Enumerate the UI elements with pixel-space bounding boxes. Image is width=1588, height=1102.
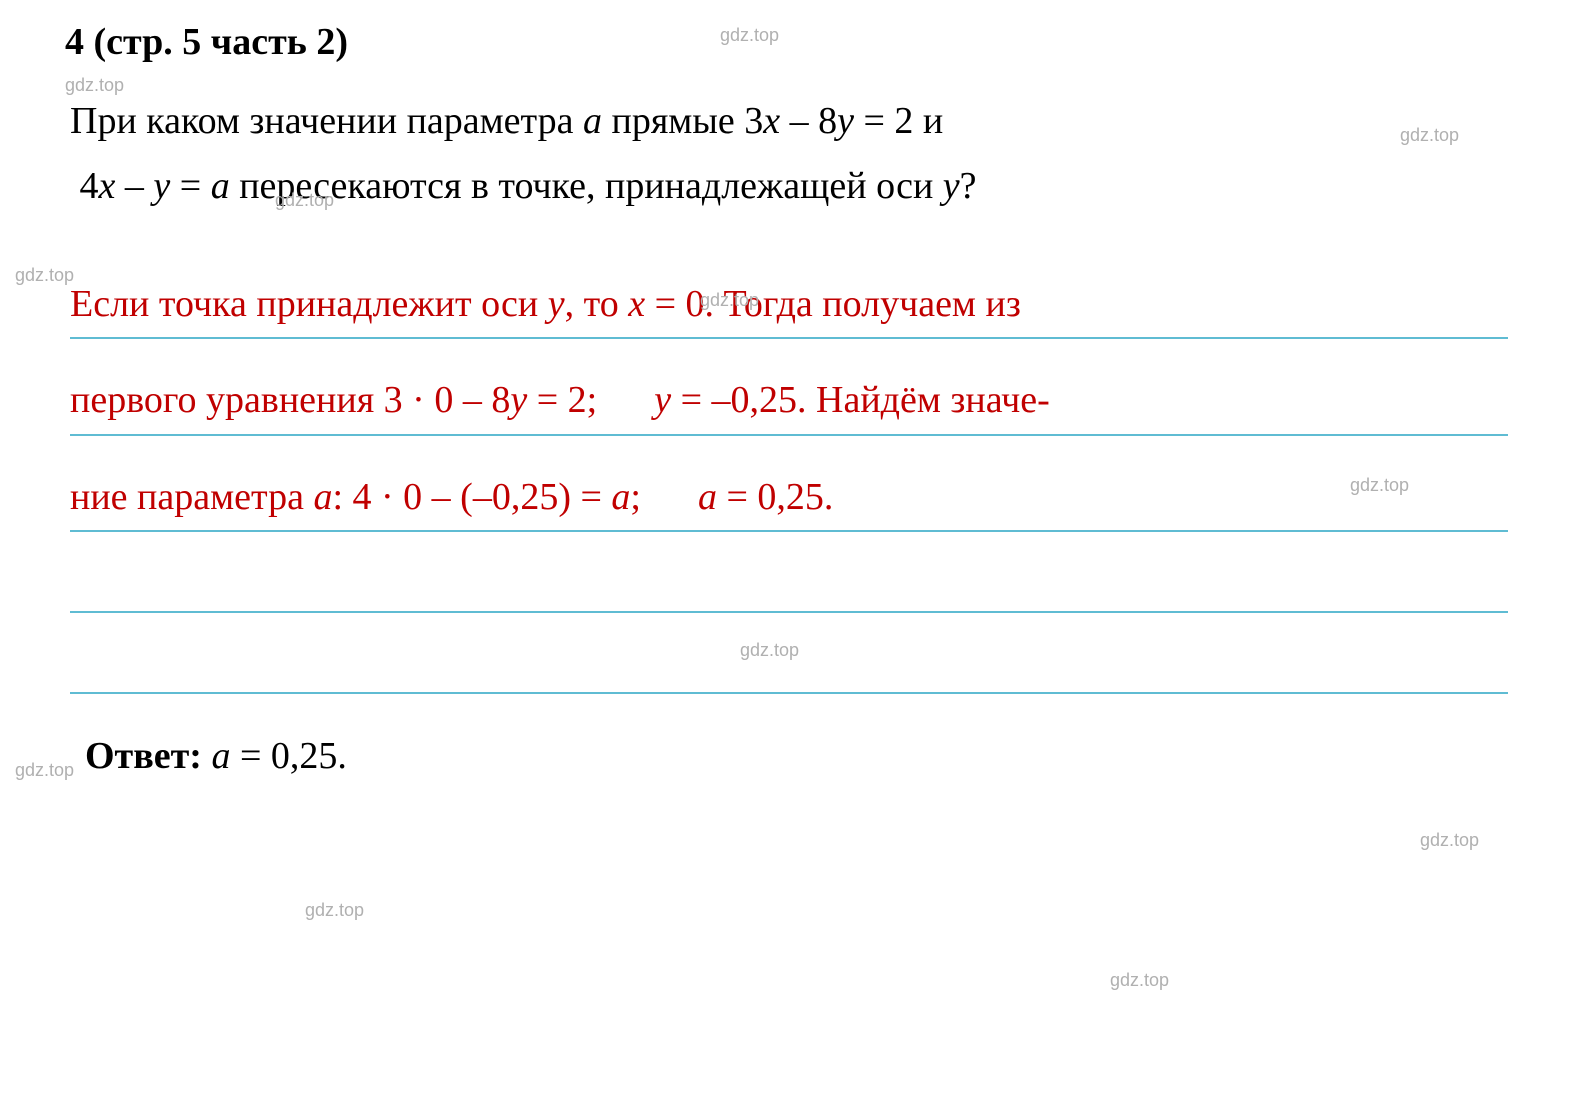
text: ? bbox=[960, 165, 977, 207]
var-a: a bbox=[611, 476, 630, 518]
text: = 0. Тогда получаем из bbox=[645, 283, 1021, 325]
text: – 8 bbox=[780, 100, 837, 142]
watermark: gdz.top bbox=[15, 760, 74, 781]
var-y: y bbox=[837, 100, 854, 142]
text: = 0,25. bbox=[230, 735, 346, 777]
empty-underline-1 bbox=[70, 567, 1508, 613]
empty-underline-2 bbox=[70, 648, 1508, 694]
var-x: x bbox=[99, 165, 116, 207]
problem-title: 4 (стр. 5 часть 2) bbox=[65, 20, 1538, 64]
var-a: a bbox=[211, 165, 230, 207]
var-y: y bbox=[654, 379, 671, 421]
watermark: gdz.top bbox=[1110, 970, 1169, 991]
watermark: gdz.top bbox=[15, 265, 74, 286]
var-a: a bbox=[211, 735, 230, 777]
watermark: gdz.top bbox=[305, 900, 364, 921]
answer-label: Ответ: bbox=[85, 735, 202, 777]
text: = 0,25. bbox=[717, 476, 833, 518]
text: , то bbox=[565, 283, 629, 325]
var-y: y bbox=[153, 165, 170, 207]
text: прямые 3 bbox=[602, 100, 763, 142]
text: – bbox=[115, 165, 153, 207]
answer: Ответ: a = 0,25. bbox=[85, 734, 1538, 778]
text: = bbox=[170, 165, 210, 207]
text: пересекаются в точке, принадлежащей оси bbox=[230, 165, 943, 207]
text bbox=[202, 735, 212, 777]
solution-block: Если точка принадлежит оси y, то x = 0. … bbox=[70, 278, 1508, 694]
text: 4 bbox=[80, 165, 99, 207]
text: При каком значении параметра bbox=[70, 100, 583, 142]
text: = 2; bbox=[527, 379, 654, 421]
solution-line-2: первого уравнения 3 · 0 – 8y = 2; y = –0… bbox=[70, 374, 1508, 435]
var-x: x bbox=[763, 100, 780, 142]
var-a: a bbox=[583, 100, 602, 142]
text: = 2 и bbox=[854, 100, 943, 142]
var-a: a bbox=[313, 476, 332, 518]
var-y: y bbox=[510, 379, 527, 421]
solution-line-3: ние параметра a: 4 · 0 – (–0,25) = a; a … bbox=[70, 471, 1508, 532]
problem-statement: При каком значении параметра a прямые 3x… bbox=[70, 89, 1538, 218]
text: первого уравнения 3 · 0 – 8 bbox=[70, 379, 510, 421]
text: = –0,25. Найдём значе- bbox=[671, 379, 1050, 421]
watermark: gdz.top bbox=[1420, 830, 1479, 851]
solution-line-1: Если точка принадлежит оси y, то x = 0. … bbox=[70, 278, 1508, 339]
text: : 4 · 0 – (–0,25) = bbox=[332, 476, 611, 518]
var-a: a bbox=[698, 476, 717, 518]
text: Если точка принадлежит оси bbox=[70, 283, 548, 325]
text: ; bbox=[630, 476, 698, 518]
var-y: y bbox=[943, 165, 960, 207]
text: ние параметра bbox=[70, 476, 313, 518]
var-x: x bbox=[628, 283, 645, 325]
var-y: y bbox=[548, 283, 565, 325]
